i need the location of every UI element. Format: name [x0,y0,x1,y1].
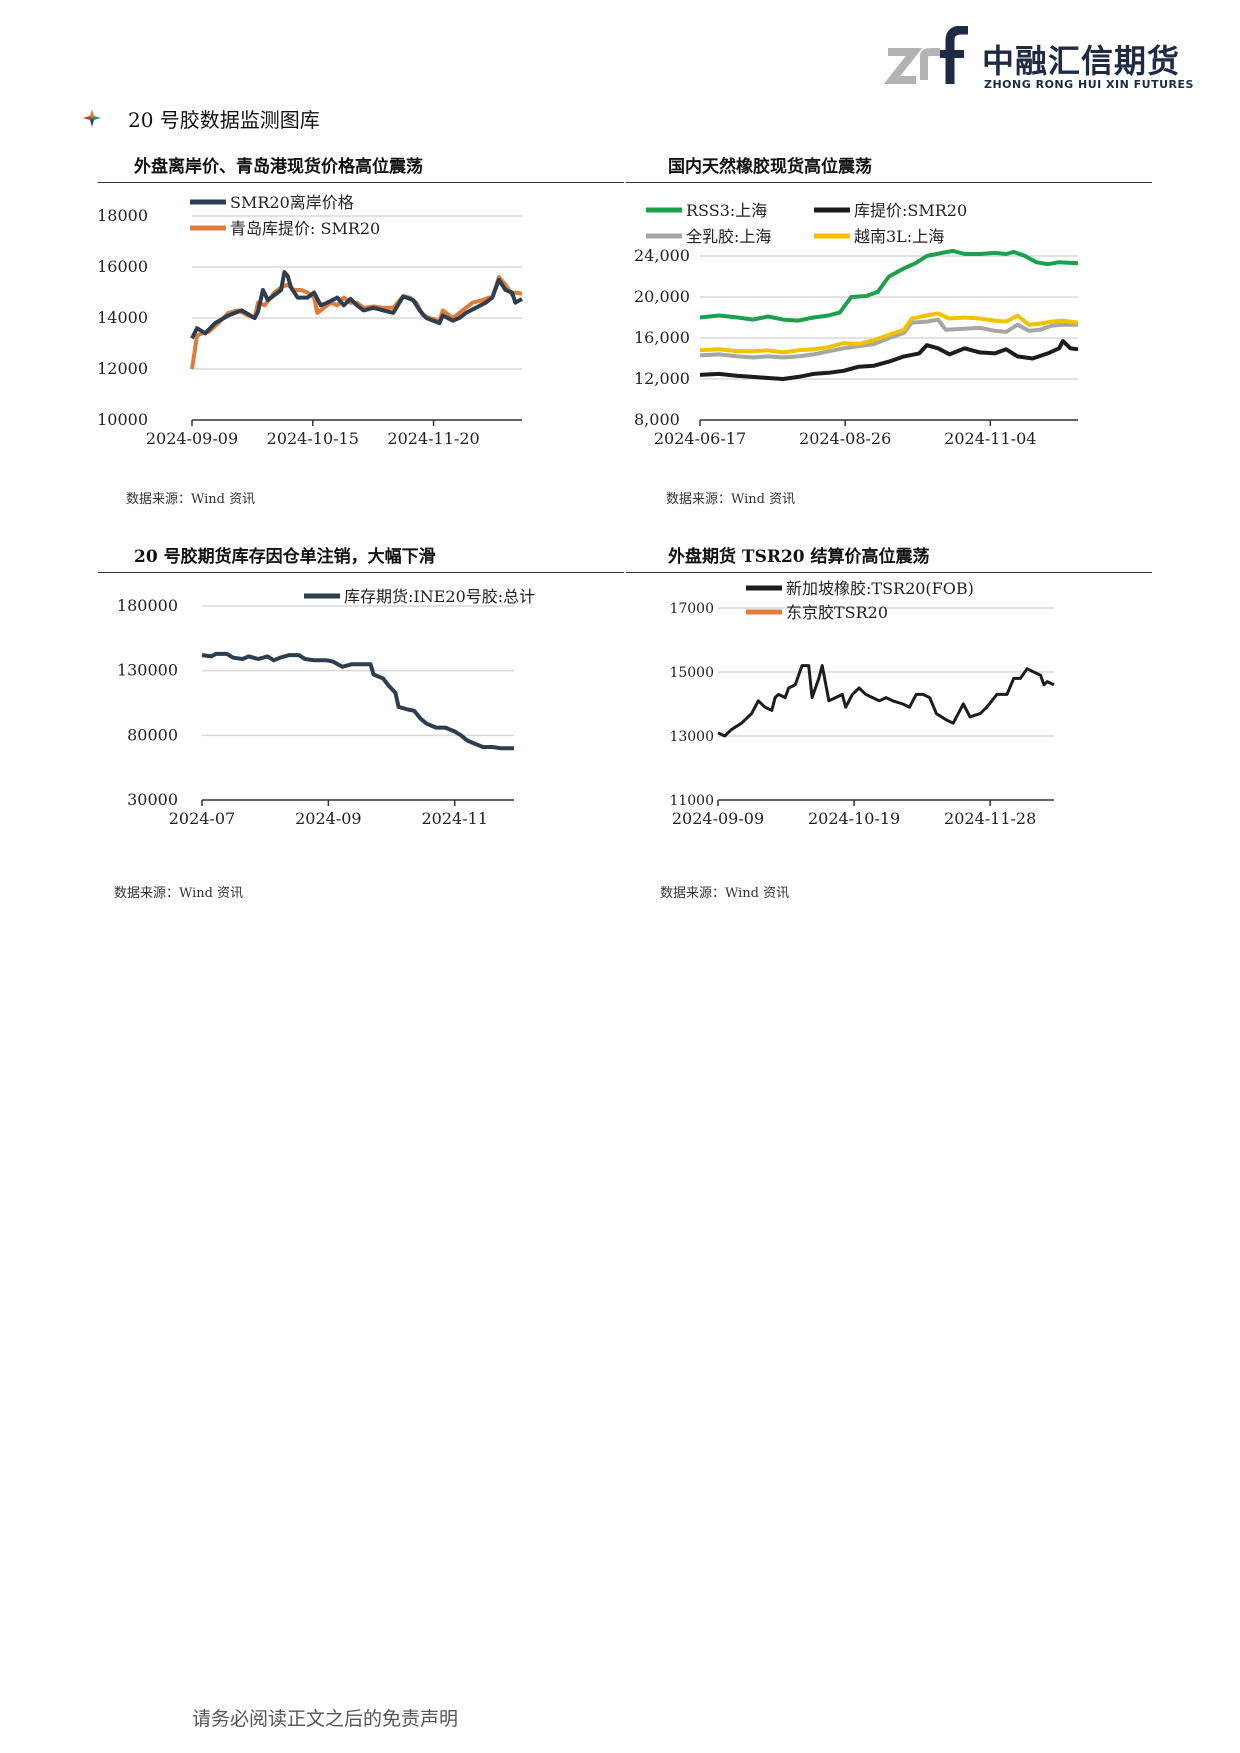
x-tick-label: 2024-07 [169,809,235,828]
x-tick-label: 2024-09-09 [672,809,764,828]
x-tick-label: 2024-09 [295,809,361,828]
data-source: 数据来源：Wind 资讯 [660,886,790,901]
y-tick-label: 130000 [117,661,178,680]
chart-panel-4: 外盘期货 TSR20 结算价高位震荡 17000 15000 13000 11000 2… [626,542,1156,902]
data-source: 数据来源：Wind 资讯 [666,492,796,507]
x-tick-label: 2024-08-26 [799,429,891,448]
x-tick-label: 2024-11-20 [387,429,479,448]
title-divider [626,182,1152,183]
series-line [717,664,1055,738]
y-tick-label: 17000 [669,601,714,617]
data-source: 数据来源：Wind 资讯 [126,492,256,507]
disclaimer-footer: 请务必阅读正文之后的免责声明 [192,1708,459,1730]
series-line [201,651,514,751]
series-line [699,248,1079,323]
zrf-logo-mark-icon [883,26,968,84]
series-line [699,311,1079,355]
y-tick-label: 80000 [127,725,178,744]
chart-title: 外盘期货 TSR20 结算价高位震荡 [668,547,930,567]
title-divider [98,182,624,183]
legend-label: 东京胶TSR20 [786,603,888,622]
chart-title: 20 号胶期货库存因仓单注销，大幅下滑 [134,547,436,567]
x-tick-label: 2024-09-09 [146,429,238,448]
x-tick-label: 2024-10-15 [267,429,359,448]
legend-label: 全乳胶:上海 [686,227,771,246]
legend-label: 新加坡橡胶:TSR20(FOB) [786,579,974,598]
x-tick-label: 2024-11 [421,809,487,828]
legend-label: RSS3:上海 [686,201,767,220]
section-title-text: 20 号胶数据监测图库 [128,108,320,132]
series-line [699,317,1078,360]
chart-panel-3: 20 号胶期货库存因仓单注销，大幅下滑 180000 130000 80000 300… [90,542,624,902]
y-tick-label: 10000 [97,410,148,429]
x-tick-label: 2024-10-19 [808,809,900,828]
series-line [190,275,523,370]
y-tick-label: 8,000 [634,410,680,429]
legend-label: 库提价:SMR20 [854,201,967,220]
y-tick-label: 16,000 [634,328,690,347]
series-line [699,339,1079,381]
y-tick-label: 11000 [669,793,714,809]
legend-label: 青岛库提价: SMR20 [230,219,380,238]
diamond-bullet-icon [83,109,101,127]
logo-chinese-name: 中融汇信期货 [982,42,1181,80]
chart-title: 国内天然橡胶现货高位震荡 [668,157,872,177]
title-divider [626,572,1152,573]
y-tick-label: 30000 [127,790,178,809]
data-source: 数据来源：Wind 资讯 [114,886,244,901]
chart-title: 外盘离岸价、青岛港现货价格高位震荡 [134,157,423,177]
y-tick-label: 13000 [669,729,714,745]
title-divider [98,572,624,573]
series-line [190,270,523,340]
y-tick-label: 12000 [97,359,148,378]
y-tick-label: 180000 [117,596,178,615]
y-tick-label: 15000 [669,665,714,681]
chart-panel-2: 国内天然橡胶现货高位震荡 24,000 20,000 16,000 12,000 8,0… [626,152,1156,512]
logo-english-name: ZHONG RONG HUI XIN FUTURES [984,78,1194,91]
x-tick-label: 2024-11-28 [944,809,1036,828]
y-tick-label: 16000 [97,257,148,276]
y-tick-label: 18000 [97,206,148,225]
legend-label: SMR20离岸价格 [230,193,354,212]
company-logo: 中融汇信期货 ZHONG RONG HUI XIN FUTURES [880,26,1193,98]
legend-label: 库存期货:INE20号胶:总计 [344,587,535,606]
legend-label: 越南3L:上海 [854,227,944,246]
chart-panel-1: 外盘离岸价、青岛港现货价格高位震荡 18000 16000 14000 12000 10… [90,152,624,512]
y-tick-label: 12,000 [634,369,690,388]
x-tick-label: 2024-06-17 [654,429,746,448]
y-tick-label: 14000 [97,308,148,327]
x-tick-label: 2024-11-04 [944,429,1036,448]
y-tick-label: 24,000 [634,246,690,265]
y-tick-label: 20,000 [634,287,690,306]
